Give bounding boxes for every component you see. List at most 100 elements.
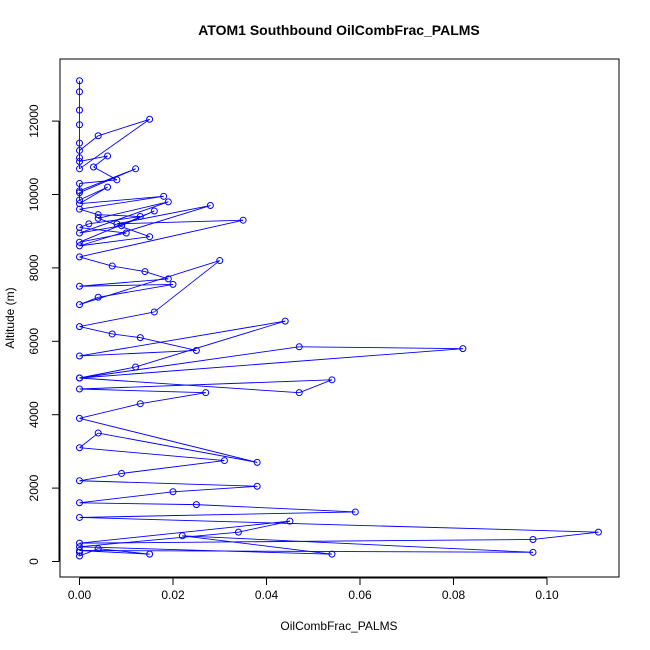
data-point: [295, 343, 303, 351]
data-point: [76, 179, 83, 187]
data-point: [328, 376, 336, 384]
data-point: [94, 132, 102, 140]
data-point: [76, 187, 83, 195]
y-tick-label: 8000: [27, 254, 41, 281]
x-axis-label: OilCombFrac_PALMS: [280, 619, 397, 633]
data-point: [76, 229, 83, 237]
data-point: [94, 293, 102, 301]
data-point: [141, 268, 149, 276]
data-point: [76, 385, 83, 393]
x-tick-label: 0.06: [348, 588, 372, 602]
series-line-segment: [112, 265, 146, 273]
data-point: [108, 330, 116, 338]
series-line-segment: [140, 337, 197, 351]
series-line-segment: [79, 225, 122, 234]
data-point: [76, 414, 83, 422]
series-line-segment: [79, 195, 164, 205]
x-tick-label: 0.08: [442, 588, 466, 602]
data-point: [76, 88, 83, 96]
data-point: [351, 508, 359, 516]
series-line-segment: [121, 460, 225, 474]
data-point: [76, 444, 83, 452]
data-point: [85, 220, 93, 228]
data-point: [76, 242, 83, 250]
data-point: [146, 115, 154, 123]
data-point: [594, 528, 602, 536]
data-point: [76, 513, 83, 521]
data-point: [76, 548, 83, 556]
data-point: [160, 192, 168, 200]
series-line-segment: [98, 548, 150, 555]
data-point: [113, 176, 121, 184]
y-axis-label: Altitude (m): [3, 287, 17, 348]
data-point: [104, 152, 112, 160]
data-point: [76, 552, 83, 560]
series-line-segment: [532, 531, 599, 540]
series-line-segment: [79, 348, 463, 379]
data-point: [76, 253, 83, 261]
series-line-segment: [79, 135, 99, 151]
series-line-segment: [79, 320, 286, 357]
data-point: [94, 545, 102, 553]
data-point: [76, 301, 83, 309]
data-point: [253, 482, 261, 490]
series-line-segment: [79, 520, 290, 544]
series-line-segment: [79, 186, 108, 201]
data-point: [178, 532, 186, 540]
x-tick-label: 0.04: [255, 588, 279, 602]
series-line-segment: [79, 432, 99, 449]
series-line-segment: [79, 546, 332, 555]
data-point: [216, 257, 224, 265]
data-point: [76, 282, 83, 290]
series-line-segment: [79, 350, 197, 357]
series-line-segment: [79, 201, 169, 234]
series-line-segment: [79, 168, 136, 194]
data-point: [164, 275, 172, 283]
x-tick-label: 0.00: [68, 588, 92, 602]
data-point: [108, 262, 116, 270]
data-point: [113, 220, 121, 228]
data-point: [90, 163, 98, 171]
series-line-segment: [116, 219, 244, 225]
data-point: [76, 352, 83, 360]
data-point: [220, 457, 228, 465]
series-line-segment: [98, 118, 150, 137]
data-point: [76, 374, 83, 382]
data-point: [76, 77, 83, 85]
series-line-segment: [79, 517, 599, 533]
series-line-segment: [238, 520, 290, 533]
series-line-segment: [79, 379, 332, 390]
x-tick-label: 0.10: [535, 588, 559, 602]
series-line-segment: [116, 205, 211, 225]
y-tick-label: 0: [27, 558, 41, 565]
data-point: [529, 548, 537, 556]
data-point: [192, 346, 200, 354]
series-line-segment: [172, 485, 258, 493]
series-line-segment: [79, 219, 244, 258]
data-point: [234, 528, 242, 536]
series-line-segment: [79, 195, 164, 210]
series-line-segment: [79, 502, 197, 506]
data-point: [118, 469, 126, 477]
data-point: [76, 139, 83, 147]
series-line-segment: [98, 214, 141, 217]
plot-frame: [59, 58, 620, 578]
data-point: [146, 233, 154, 241]
series-line-segment: [79, 388, 206, 394]
series-line-segment: [79, 186, 108, 205]
data-point: [202, 389, 210, 397]
data-point: [76, 196, 83, 204]
data-point: [150, 308, 158, 316]
data-point: [76, 477, 83, 485]
data-point: [253, 458, 261, 466]
series-line-segment: [79, 227, 127, 234]
data-point: [295, 389, 303, 397]
data-point: [239, 216, 247, 224]
series-lines: [79, 80, 599, 557]
data-point: [164, 198, 172, 206]
series-line-segment: [79, 531, 239, 548]
series-line-segment: [79, 223, 90, 228]
data-point: [76, 154, 83, 162]
series-line-segment: [135, 320, 286, 368]
